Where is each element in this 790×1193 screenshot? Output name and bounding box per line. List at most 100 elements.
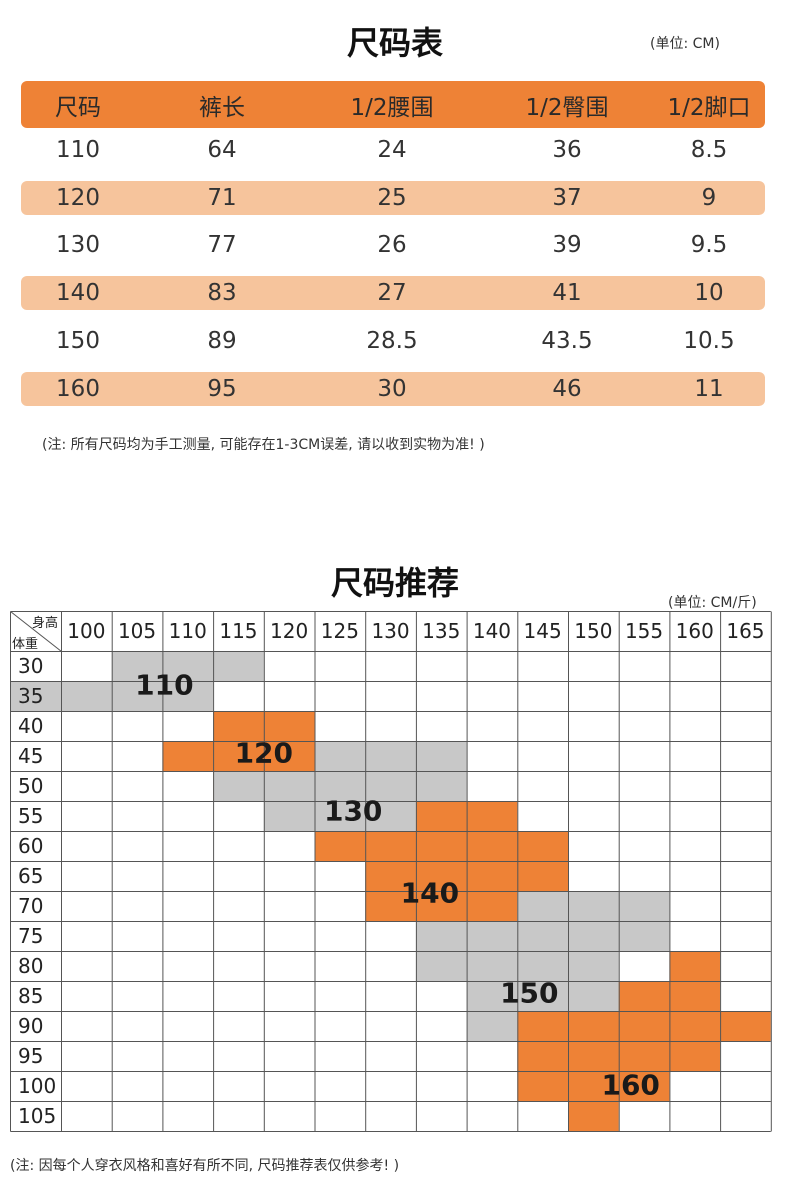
size-chart-unit: (单位: CM) [650,36,720,52]
weight-label: 45 [18,744,44,768]
corner-height-label: 身高 [32,616,59,631]
size-chart-note: (注: 所有尺码均为手工测量, 可能存在1-3CM误差, 请以收到实物为准! ) [42,437,485,453]
size-table-cell: 130 [56,232,100,258]
height-label: 150 [574,619,613,643]
zone-size-label: 140 [400,876,460,910]
height-label: 115 [219,619,258,643]
size-table-cell: 120 [56,185,100,211]
size-zone-cell [213,771,467,801]
recommendation-title: 尺码推荐 [330,564,459,602]
size-table-cell: 140 [56,280,100,306]
size-table-cell: 8.5 [690,137,728,163]
size-zone-cell [415,801,518,831]
height-label: 125 [320,619,359,643]
height-label: 165 [726,619,765,643]
height-label: 110 [168,619,207,643]
size-table-cell: 11 [694,376,724,402]
corner-weight-label: 体重 [12,637,39,652]
size-zone-cell [111,651,264,681]
size-table-cell: 10.5 [683,328,735,354]
weight-label: 50 [18,774,44,798]
size-zone-cell [517,1071,670,1101]
size-table-header-cell: 尺码 [55,94,101,121]
size-table-cell: 36 [552,137,582,163]
zone-size-label: 110 [135,668,194,702]
size-table-cell: 25 [377,185,407,211]
weight-label: 85 [18,984,44,1008]
size-table-cell: 83 [207,280,237,306]
height-label: 105 [117,619,157,643]
size-table-row: 120 71 25 37 9 [21,181,765,215]
size-zone-cell [263,801,416,831]
size-table-cell: 150 [56,328,100,354]
weight-label: 105 [18,1104,57,1128]
size-table-header-cell: 1/2脚口 [667,94,751,121]
size-table-cell: 160 [56,376,100,402]
size-table-row: 110 64 24 36 8.5 [21,133,765,167]
size-table-cell: 9.5 [690,232,728,258]
size-table-cell: 39 [552,232,582,258]
size-chart-title: 尺码表 [346,24,443,62]
height-label: 140 [472,619,512,643]
weight-label: 30 [18,654,44,678]
size-table-cell: 64 [207,137,237,163]
size-zone-cell [314,741,467,771]
zone-size-label: 160 [601,1068,660,1102]
size-zone-cell [517,1011,771,1041]
size-table-row: 130 77 26 39 9.5 [21,228,765,262]
size-table-cell: 10 [694,280,724,306]
size-zone-cell [466,981,619,1011]
height-label: 160 [675,619,714,643]
size-table-header-cell: 裤长 [199,94,245,121]
weight-label: 90 [18,1014,44,1038]
weight-label: 80 [18,954,44,978]
recommendation-grid: 身高体重 100 105 110 115 120 125 130 135 140 145 150 155… [10,611,773,1133]
size-table-header: 尺码 裤长 1/2腰围 1/2臀围 1/2脚口 [21,81,765,128]
height-label: 145 [523,619,562,643]
size-zone-110 [10,651,264,711]
zone-size-label: 120 [234,736,294,770]
size-zone-cell [466,1011,518,1041]
size-zone-cell [568,1101,619,1131]
size-table-cell: 9 [701,185,717,211]
size-table-header-cell: 1/2臀围 [525,94,609,121]
size-table-cell: 24 [377,137,407,163]
weight-label: 40 [18,714,44,738]
size-table-cell: 95 [207,376,237,402]
size-zone-130 [213,741,467,831]
size-table-cell: 41 [552,280,582,306]
height-label: 130 [371,619,410,643]
weight-label: 95 [18,1044,44,1068]
recommendation-unit: (单位: CM/斤) [668,595,757,611]
height-label: 155 [624,619,664,643]
size-table-row: 150 89 28.5 43.5 10.5 [21,324,765,358]
size-table-cell: 89 [207,328,237,354]
size-table-cell: 26 [377,232,407,258]
size-table-cell: 43.5 [541,328,593,354]
zone-size-label: 130 [323,794,383,828]
size-table-header-cell: 1/2腰围 [350,94,434,121]
height-label: 135 [422,619,461,643]
size-table-cell: 30 [377,376,407,402]
weight-label: 70 [18,894,44,918]
height-label: 120 [270,619,309,643]
size-table-cell: 110 [56,137,100,163]
size-table-cell: 46 [552,376,582,402]
recommendation-note: (注: 因每个人穿衣风格和喜好有所不同, 尺码推荐表仅供参考! ) [10,1158,400,1174]
size-zone-cell [415,921,670,951]
size-zone-cell [517,1041,721,1071]
recommendation-grid-svg [10,611,772,1132]
size-table-cell: 71 [207,185,237,211]
weight-label: 100 [18,1074,57,1098]
size-table-cell: 37 [552,185,582,211]
size-zone-cell [314,831,568,861]
size-zone-cell [213,711,315,741]
weight-label: 60 [18,834,44,858]
size-table-cell: 28.5 [366,328,418,354]
size-table-cell: 77 [207,232,237,258]
size-zone-cell [517,891,670,921]
weight-label: 65 [18,864,44,888]
weight-label: 35 [18,684,44,708]
weight-label: 55 [18,804,44,828]
size-table-row: 160 95 30 46 11 [21,372,765,406]
